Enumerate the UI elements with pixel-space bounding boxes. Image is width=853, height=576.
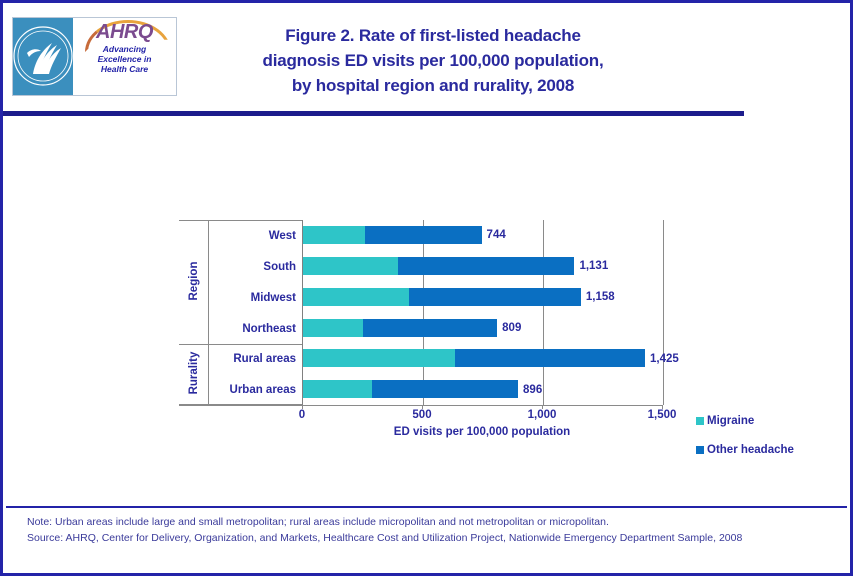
gridline-500 bbox=[423, 220, 424, 405]
legend-item-migraine[interactable]: Migraine bbox=[696, 415, 836, 427]
x-tick-1000 bbox=[542, 405, 543, 409]
bar-segment-other-headache[interactable] bbox=[363, 318, 498, 337]
x-tick-label-1500: 1,500 bbox=[647, 409, 677, 421]
group-label-region: Region bbox=[188, 261, 200, 301]
stacked-bar[interactable] bbox=[303, 287, 581, 306]
chart-legend: Migraine Other headache bbox=[696, 415, 836, 473]
group-axis-divider bbox=[208, 221, 209, 406]
bar-segment-migraine[interactable] bbox=[303, 287, 410, 306]
bar-segment-other-headache[interactable] bbox=[364, 226, 482, 244]
page-title: Figure 2. Rate of first-listed headache … bbox=[193, 23, 673, 98]
bar-segment-other-headache[interactable] bbox=[454, 349, 645, 368]
bar-segment-migraine[interactable] bbox=[303, 226, 365, 244]
hhs-seal-icon bbox=[13, 18, 73, 95]
gridline-1500 bbox=[663, 220, 664, 405]
bar-value-label: 1,425 bbox=[650, 352, 679, 365]
ahrq-letters: AHRQ bbox=[96, 21, 153, 43]
page-title-line3: by hospital region and rurality, 2008 bbox=[291, 76, 575, 95]
bar-segment-migraine[interactable] bbox=[303, 349, 455, 368]
bar-value-label: 809 bbox=[502, 321, 522, 334]
x-tick-label-1000: 1,000 bbox=[527, 409, 557, 421]
x-axis-title: ED visits per 100,000 population bbox=[393, 426, 571, 438]
x-axis-line bbox=[179, 405, 662, 406]
category-label-west: West bbox=[268, 230, 296, 242]
bar-row[interactable]: 1,425 bbox=[303, 343, 679, 374]
legend-swatch-icon bbox=[696, 417, 704, 425]
ahrq-tagline-line2: Excellence in bbox=[97, 54, 152, 64]
bar-value-label: 744 bbox=[486, 229, 506, 242]
legend-item-other-headache[interactable]: Other headache bbox=[696, 444, 836, 456]
category-label-midwest: Midwest bbox=[250, 291, 296, 304]
ahrq-tagline-line3: Health Care bbox=[100, 64, 149, 74]
stacked-bar[interactable] bbox=[303, 318, 498, 337]
bar-segment-other-headache[interactable] bbox=[398, 256, 575, 275]
legend-swatch-icon bbox=[696, 446, 704, 454]
x-tick-label-0: 0 bbox=[298, 409, 306, 421]
bar-segment-other-headache[interactable] bbox=[372, 380, 519, 399]
slide-header: AHRQ Advancing Excellence in Health Care… bbox=[3, 3, 850, 116]
group-separator bbox=[179, 344, 302, 346]
stacked-bar[interactable] bbox=[303, 349, 645, 368]
bar-value-label: 1,158 bbox=[585, 291, 615, 304]
footer-divider bbox=[6, 506, 847, 508]
ahrq-hhs-logo: AHRQ Advancing Excellence in Health Care bbox=[12, 17, 177, 96]
page-title-line2: diagnosis ED visits per 100,000 populati… bbox=[262, 51, 604, 70]
stacked-bar[interactable] bbox=[303, 226, 482, 244]
plot-area: 744 1,131 1,158 809 1,425 896 bbox=[302, 220, 679, 405]
x-tick-0 bbox=[302, 405, 303, 409]
bar-row[interactable]: 1,131 bbox=[303, 251, 663, 282]
bar-row[interactable]: 744 bbox=[303, 220, 663, 251]
bar-row[interactable]: 896 bbox=[303, 374, 663, 405]
x-tick-label-500: 500 bbox=[412, 409, 432, 421]
bar-segment-migraine[interactable] bbox=[303, 318, 363, 337]
category-label-urban-areas: Urban areas bbox=[229, 384, 296, 397]
bar-segment-migraine[interactable] bbox=[303, 256, 399, 275]
x-tick-1500 bbox=[662, 405, 663, 409]
category-label-northeast: Northeast bbox=[242, 322, 296, 335]
stacked-bar[interactable] bbox=[303, 256, 575, 275]
chart-area: West South Midwest Northeast Rural areas Urba… bbox=[3, 115, 850, 503]
page-title-line1: Figure 2. Rate of first-listed headache bbox=[285, 26, 581, 45]
category-label-rural-areas: Rural areas bbox=[233, 353, 296, 366]
bar-row[interactable]: 1,158 bbox=[303, 282, 663, 313]
bar-row[interactable]: 809 bbox=[303, 313, 663, 344]
footnote-block: Note: Urban areas include large and smal… bbox=[27, 515, 817, 546]
gridline-1000 bbox=[543, 220, 544, 405]
bar-value-label: 896 bbox=[523, 383, 543, 396]
bar-segment-other-headache[interactable] bbox=[409, 287, 581, 306]
footnote-note: Note: Urban areas include large and smal… bbox=[27, 516, 609, 528]
category-axis-labels: West South Midwest Northeast Rural areas Urba… bbox=[179, 220, 302, 406]
bar-segment-migraine[interactable] bbox=[303, 380, 373, 399]
legend-label: Migraine bbox=[707, 415, 755, 427]
header-divider bbox=[3, 111, 744, 116]
stacked-bar[interactable] bbox=[303, 380, 519, 399]
x-tick-500 bbox=[422, 405, 423, 409]
legend-label: Other headache bbox=[707, 444, 794, 456]
footnote-source: Source: AHRQ, Center for Delivery, Organ… bbox=[27, 531, 743, 544]
category-label-south: South bbox=[263, 260, 296, 273]
bar-value-label: 1,131 bbox=[579, 260, 609, 273]
ahrq-wordmark: AHRQ Advancing Excellence in Health Care bbox=[73, 18, 176, 95]
